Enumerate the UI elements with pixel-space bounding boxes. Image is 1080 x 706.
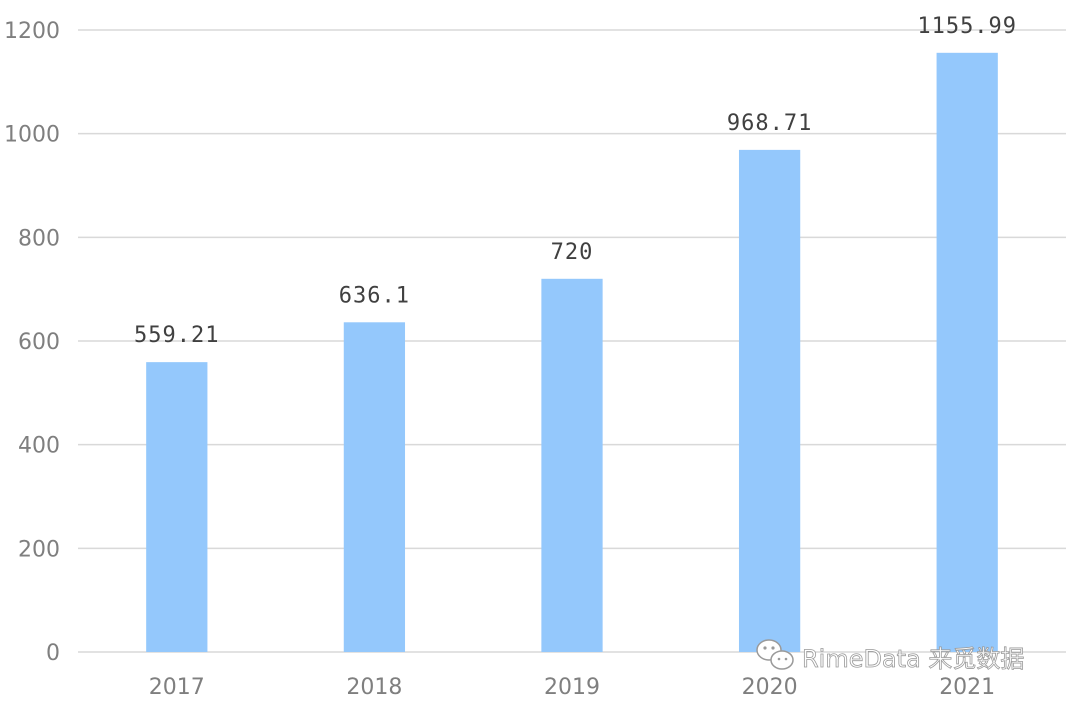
watermark: RimeData 来觅数据 — [756, 639, 1025, 673]
bars — [146, 52, 998, 653]
x-tick-label-2017: 2017 — [149, 675, 205, 700]
x-tick-label-2021: 2021 — [939, 675, 995, 700]
y-tick-label: 600 — [18, 330, 60, 355]
bar-2020 — [738, 149, 801, 652]
x-tick-label-2019: 2019 — [544, 675, 600, 700]
data-label-2020: 968.71 — [727, 111, 812, 136]
x-tick-label-2020: 2020 — [742, 675, 798, 700]
data-label-2018: 636.1 — [339, 283, 410, 308]
bar-2017 — [146, 362, 208, 652]
data-label-2017: 559.21 — [134, 323, 219, 348]
y-tick-label: 0 — [46, 641, 60, 666]
data-labels: 559.21 636.1 720 968.71 1155.99 — [134, 14, 1017, 348]
x-tick-label-2018: 2018 — [346, 675, 402, 700]
bar-2019 — [541, 278, 603, 652]
y-tick-label: 200 — [18, 537, 60, 562]
wechat-icon — [756, 639, 794, 670]
data-label-2021: 1155.99 — [917, 14, 1017, 39]
data-label-2019: 720 — [551, 240, 594, 265]
bar-2021 — [936, 52, 998, 653]
y-tick-label: 1200 — [4, 19, 60, 44]
watermark-text: RimeData 来觅数据 — [802, 645, 1024, 673]
y-axis-ticks: 0 200 400 600 800 1000 1200 — [4, 19, 60, 666]
x-axis-ticks: 2017 2018 2019 2020 2021 — [149, 675, 995, 700]
y-tick-label: 1000 — [4, 123, 60, 148]
bar-2018 — [343, 322, 406, 652]
y-tick-label: 400 — [18, 434, 60, 459]
y-tick-label: 800 — [18, 226, 60, 251]
